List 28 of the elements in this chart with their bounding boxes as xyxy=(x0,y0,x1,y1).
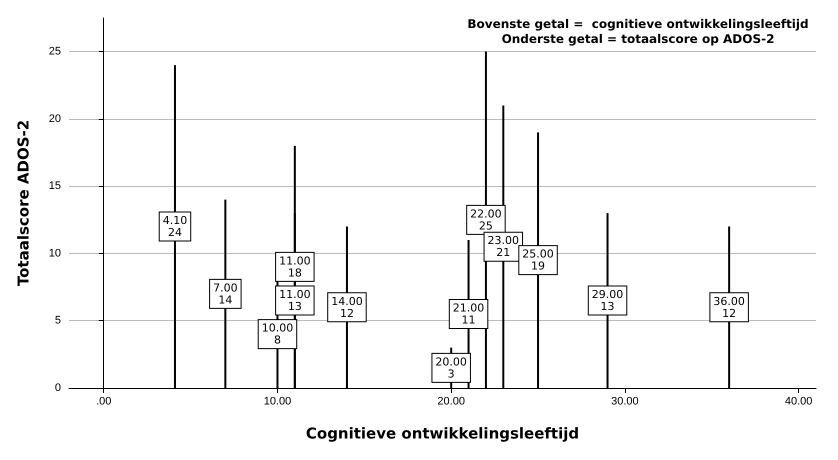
data-label: 36.00 12 xyxy=(713,294,745,320)
data-label: 11.00 18 xyxy=(279,254,311,280)
y-axis-title: Totaalscore ADOS-2 xyxy=(14,120,32,286)
x-tick-label: 30.00 xyxy=(611,396,639,408)
x-tick-label: .00 xyxy=(96,396,112,408)
x-tick-label: 40.00 xyxy=(784,396,812,408)
data-label: 22.00 25 xyxy=(470,207,502,232)
data-label: 14.00 12 xyxy=(331,294,363,320)
data-label: 11.00 13 xyxy=(279,288,311,314)
y-tick-label: 15 xyxy=(48,180,61,192)
y-tick-label: 0 xyxy=(54,382,61,394)
y-tick-label: 5 xyxy=(54,314,61,327)
data-label: 21.00 11 xyxy=(452,302,484,326)
annotation: Onderste getal = totaalscore op ADOS-2 xyxy=(502,32,774,46)
y-tick-label: 25 xyxy=(48,46,61,58)
x-axis-title: Cognitieve ontwikkelingsleeftijd xyxy=(306,424,580,442)
data-label: 10.00 8 xyxy=(262,322,294,347)
data-label: 23.00 21 xyxy=(488,234,520,260)
annotation: Bovenste getal = cognitieve ontwikkelingsleeftijd xyxy=(467,17,809,31)
y-tick-label: 20 xyxy=(48,112,61,125)
data-label: 29.00 13 xyxy=(592,288,624,314)
y-tick-label: 10 xyxy=(48,247,61,260)
x-tick-label: 10.00 xyxy=(264,396,292,408)
x-tick-label: 20.00 xyxy=(437,396,465,408)
data-label: 4.10 24 xyxy=(162,214,188,240)
data-label: 7.00 14 xyxy=(213,281,238,306)
data-label: 20.00 3 xyxy=(435,355,467,380)
data-label: 25.00 19 xyxy=(522,248,554,273)
